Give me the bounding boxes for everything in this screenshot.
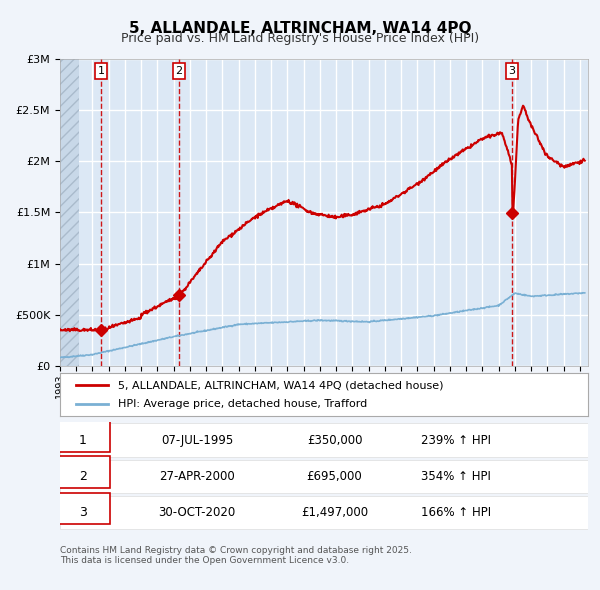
FancyBboxPatch shape [60,460,588,493]
Text: HPI: Average price, detached house, Trafford: HPI: Average price, detached house, Traf… [118,399,367,409]
Text: £350,000: £350,000 [307,434,362,447]
Text: Price paid vs. HM Land Registry's House Price Index (HPI): Price paid vs. HM Land Registry's House … [121,32,479,45]
Text: Contains HM Land Registry data © Crown copyright and database right 2025.
This d: Contains HM Land Registry data © Crown c… [60,546,412,565]
Text: 354% ↑ HPI: 354% ↑ HPI [421,470,491,483]
Text: £695,000: £695,000 [307,470,362,483]
Text: 07-JUL-1995: 07-JUL-1995 [161,434,233,447]
Bar [60,59,79,366]
Text: 27-APR-2000: 27-APR-2000 [160,470,235,483]
Text: 2: 2 [175,66,182,76]
Text: 166% ↑ HPI: 166% ↑ HPI [421,506,491,519]
Text: 3: 3 [509,66,515,76]
FancyBboxPatch shape [60,424,588,457]
FancyBboxPatch shape [55,420,110,452]
Text: 5, ALLANDALE, ALTRINCHAM, WA14 4PQ (detached house): 5, ALLANDALE, ALTRINCHAM, WA14 4PQ (deta… [118,381,443,391]
FancyBboxPatch shape [60,496,588,529]
Text: 1: 1 [97,66,104,76]
Text: 1: 1 [79,434,86,447]
Text: 239% ↑ HPI: 239% ↑ HPI [421,434,491,447]
Text: 5, ALLANDALE, ALTRINCHAM, WA14 4PQ: 5, ALLANDALE, ALTRINCHAM, WA14 4PQ [129,21,471,35]
FancyBboxPatch shape [55,457,110,488]
Text: 30-OCT-2020: 30-OCT-2020 [158,506,236,519]
FancyBboxPatch shape [55,493,110,525]
Text: 3: 3 [79,506,86,519]
Text: £1,497,000: £1,497,000 [301,506,368,519]
Text: 2: 2 [79,470,86,483]
